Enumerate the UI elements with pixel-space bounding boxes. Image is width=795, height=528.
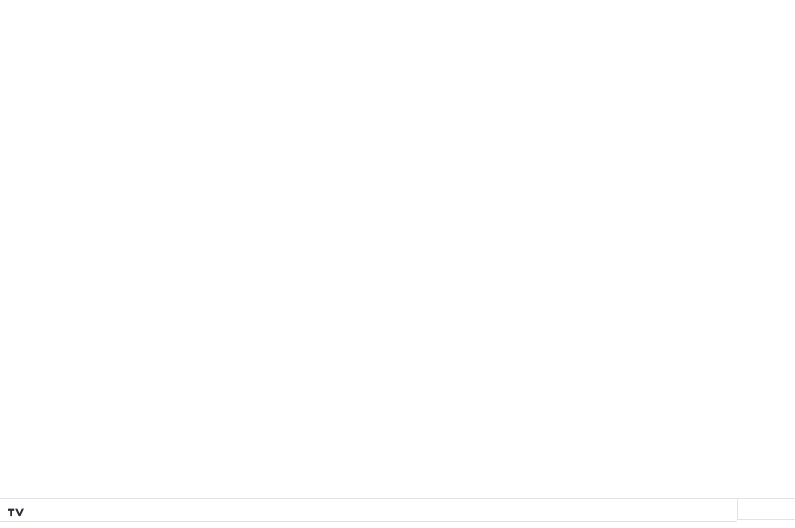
time-axis[interactable] — [0, 498, 737, 522]
branding — [8, 508, 29, 519]
price-tag-layer — [0, 0, 795, 498]
price-axis[interactable] — [737, 0, 795, 498]
tradingview-logo-icon — [8, 508, 24, 517]
axis-corner — [737, 498, 795, 520]
